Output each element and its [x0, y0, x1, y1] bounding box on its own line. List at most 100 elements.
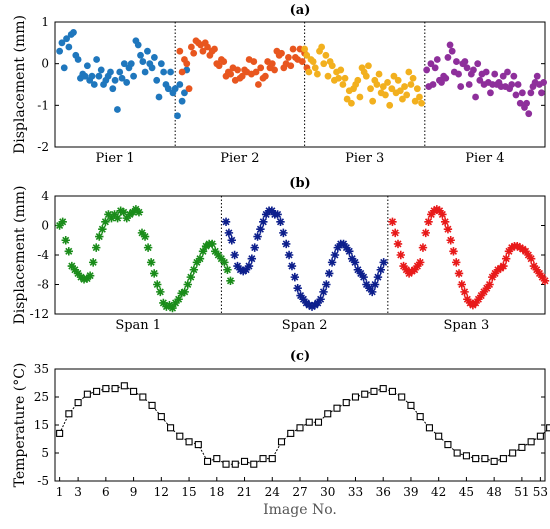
y-axis-label: Displacement (mm)	[12, 186, 28, 325]
data-point	[403, 91, 411, 99]
y-tick-label: -8	[37, 278, 49, 292]
panel-title: (b)	[289, 176, 310, 191]
data-point	[433, 56, 441, 63]
data-point	[185, 85, 193, 93]
data-point	[153, 280, 162, 289]
data-point	[82, 274, 92, 283]
data-point	[343, 95, 351, 103]
data-point	[401, 83, 408, 90]
data-point	[141, 68, 149, 76]
data-point	[95, 72, 103, 80]
data-point	[462, 452, 470, 460]
data-point	[146, 258, 156, 267]
data-point	[261, 210, 271, 219]
data-point	[413, 85, 421, 93]
data-point	[525, 110, 533, 118]
data-point	[111, 76, 119, 84]
data-point	[271, 66, 278, 74]
data-point	[58, 39, 66, 47]
data-point	[150, 54, 158, 61]
data-point	[487, 89, 494, 97]
data-point	[411, 97, 419, 105]
data-point	[442, 74, 450, 82]
panel-title: (a)	[290, 3, 311, 18]
data-point	[214, 250, 223, 260]
data-point	[335, 74, 343, 82]
x-tick-label: 51	[514, 485, 529, 499]
data-point	[139, 393, 147, 401]
y-tick-label: 0	[41, 57, 49, 71]
y-tick-label: -2	[37, 140, 49, 154]
data-point	[536, 432, 544, 440]
data-point	[279, 228, 288, 238]
data-point	[58, 217, 67, 227]
x-tick-label: 18	[209, 485, 224, 499]
data-point	[509, 449, 517, 457]
data-point	[305, 68, 313, 76]
series-1	[221, 206, 388, 311]
data-point	[92, 243, 101, 252]
data-point	[379, 385, 387, 393]
data-point	[113, 213, 122, 223]
data-point	[130, 72, 137, 80]
y-axis-label: Displacement (mm)	[12, 15, 28, 154]
data-point	[178, 97, 186, 105]
data-point	[322, 280, 331, 289]
data-point	[396, 250, 405, 260]
series-0	[55, 205, 235, 313]
panel-title: (c)	[290, 349, 310, 364]
data-point	[407, 81, 415, 88]
data-point	[254, 81, 262, 88]
data-point	[499, 261, 508, 271]
data-point	[131, 205, 141, 214]
x-tick-label: 39	[403, 485, 418, 499]
data-point	[301, 45, 309, 53]
data-point	[65, 43, 73, 51]
data-point	[435, 432, 443, 440]
y-tick-label: 25	[34, 390, 49, 404]
group-label: Span 1	[115, 318, 161, 333]
data-point	[198, 247, 208, 256]
data-point	[388, 85, 396, 93]
data-point	[421, 228, 430, 238]
data-point	[165, 300, 174, 310]
data-point	[353, 265, 363, 274]
data-point	[116, 206, 125, 215]
data-point	[231, 460, 239, 468]
data-point	[64, 247, 73, 256]
data-point	[444, 54, 452, 61]
series-2	[388, 205, 550, 310]
data-point	[390, 72, 398, 80]
data-point	[101, 217, 110, 227]
data-point	[361, 390, 369, 398]
data-point	[313, 298, 322, 308]
data-point	[529, 261, 539, 271]
data-point	[127, 60, 135, 68]
data-point	[240, 457, 249, 465]
data-point	[448, 47, 456, 55]
data-point	[373, 81, 381, 88]
data-point	[259, 455, 267, 463]
y-tick-label: 4	[41, 189, 49, 203]
data-point	[118, 74, 126, 82]
data-point	[482, 283, 491, 293]
data-point	[524, 250, 533, 260]
data-point	[204, 43, 211, 51]
data-point	[407, 267, 417, 276]
y-tick-label: 1	[41, 15, 49, 29]
data-point	[449, 247, 458, 256]
series-1	[176, 37, 311, 93]
data-point	[427, 60, 435, 68]
data-point	[56, 47, 64, 55]
data-point	[499, 455, 507, 463]
data-point	[97, 66, 105, 74]
data-point	[164, 85, 172, 93]
data-point	[410, 265, 419, 274]
data-point	[203, 457, 212, 465]
group-label: Pier 1	[95, 151, 134, 166]
data-point	[373, 272, 383, 282]
group-label: Span 2	[282, 318, 328, 333]
data-point	[527, 89, 535, 97]
data-point	[250, 58, 258, 65]
